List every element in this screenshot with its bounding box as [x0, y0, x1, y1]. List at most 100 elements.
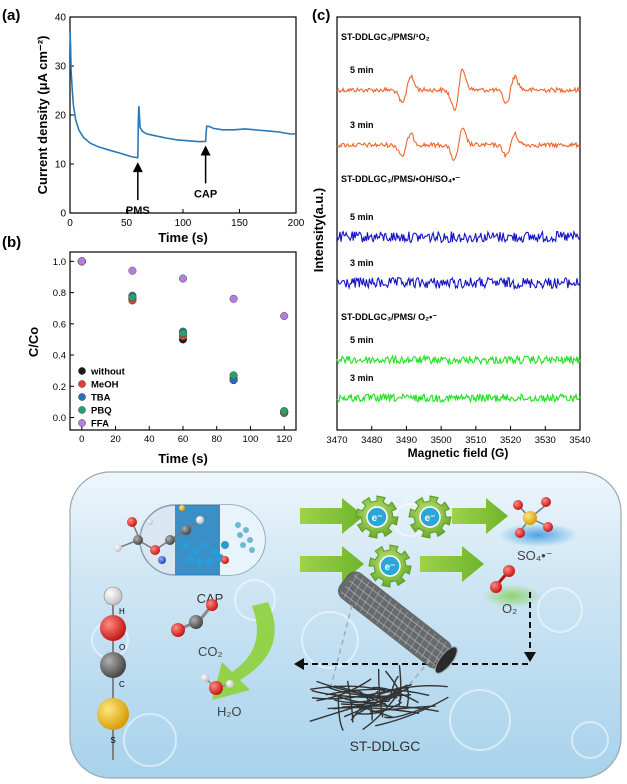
carbon-nanotube-icon	[337, 571, 458, 674]
atom-c-label: C	[119, 680, 125, 689]
epr-trace-line	[336, 353, 581, 366]
x-tick-label: 3510	[465, 435, 486, 446]
electron-flow-arrows	[300, 498, 508, 582]
arrow-right-icon	[452, 498, 508, 534]
legend-label: PBQ	[91, 406, 112, 417]
x-tick-label: 3500	[431, 435, 452, 446]
st-ddlgc-fiber-bundle-icon	[309, 665, 449, 731]
cap-capsule-icon	[114, 504, 266, 576]
arrow-up-icon	[132, 162, 143, 173]
arrow-down-icon	[524, 652, 536, 662]
epr-trace-label: 3 min	[350, 258, 374, 268]
x-tick-label: 150	[231, 218, 248, 229]
panel-a-annotations: PMS CAP	[126, 145, 217, 217]
arrow-right-icon	[300, 546, 364, 582]
sulfate-radical-icon	[513, 497, 553, 538]
lattice-line	[431, 642, 447, 667]
panel-b-legend: without MeOH TBA PBQ FFA	[78, 367, 126, 430]
fiber-strand	[327, 706, 420, 714]
arrow-up-icon	[200, 145, 211, 156]
x-tick-label: 100	[243, 434, 259, 445]
epr-trace-label: 5 min	[350, 335, 374, 345]
catalyst-label: ST-DDLGC	[350, 738, 421, 754]
lattice-line	[415, 629, 430, 655]
epr-group-title: ST-DDLGC₃/PMS/•OH/SO₄•⁻	[341, 174, 460, 184]
epr-trace-line	[336, 392, 581, 404]
legend-marker	[78, 380, 86, 388]
panel-c-ticks: 3470 3480 3490 3500 3510 3520 3530 3540	[326, 426, 591, 446]
legend-label: TBA	[91, 393, 111, 404]
panel-a-frame	[69, 16, 297, 214]
panel-b-degradation-chart: (b) 0 20 40 60 80 100 120 0.0 0.2 0.4 0.6 0.8 1.0 Ti…	[2, 234, 297, 466]
epr-group-title: ST-DDLGC₃/PMS/ O₂•⁻	[341, 312, 437, 322]
lattice-line	[360, 585, 375, 611]
fiber-strand	[384, 670, 402, 702]
data-point-pbq	[280, 407, 289, 416]
fiber-strand	[356, 701, 403, 715]
x-tick-label: 3480	[361, 435, 382, 446]
oxygen-atom-icon	[100, 615, 126, 641]
y-tick-label: 0.6	[53, 319, 66, 330]
carbon-atom-icon	[100, 652, 126, 678]
co2-molecule-icon	[171, 599, 218, 637]
data-point-ffa	[77, 257, 86, 266]
fiber-strand	[375, 696, 449, 727]
electron-icon	[366, 506, 388, 528]
fiber-strand	[309, 702, 368, 722]
y-tick-label: 20	[55, 111, 67, 122]
sulfur-atom-icon	[97, 698, 129, 730]
y-tick-label: 0	[60, 209, 66, 220]
y-tick-label: 30	[55, 62, 67, 73]
x-tick-label: 3490	[396, 435, 417, 446]
epr-trace-label: 3 min	[350, 120, 374, 130]
y-tick-label: 0.8	[53, 288, 66, 299]
data-point-ffa	[280, 312, 289, 321]
x-tick-label: 0	[67, 218, 73, 229]
lattice-line	[398, 616, 414, 642]
lattice-line	[343, 573, 359, 598]
arrow-right-icon	[300, 498, 364, 534]
panel-b-xlabel: Time (s)	[158, 451, 208, 466]
oxygen-molecule-icon	[490, 565, 515, 593]
y-tick-label: 0.0	[53, 413, 66, 424]
x-tick-label: 200	[288, 218, 305, 229]
panel-b-ylabel: C/Co	[26, 327, 41, 357]
annotation-label: PMS	[126, 205, 150, 217]
fiber-strand	[316, 678, 372, 702]
panel-c-frame	[336, 16, 581, 431]
x-tick-label: 80	[211, 434, 222, 445]
panel-a-label: (a)	[2, 7, 20, 24]
mechanism-schematic: H O C S	[69, 471, 622, 779]
x-tick-label: 100	[175, 218, 192, 229]
epr-group-title: ST-DDLGC₃/PMS/¹O₂	[341, 32, 430, 42]
x-tick-label: 3470	[326, 435, 347, 446]
lattice-line	[354, 581, 370, 607]
panel-c-epr-chart: (c) 3470 3480 3490 3500 3510 3520 3530 3540 Mag…	[311, 7, 591, 460]
fiber-strand	[384, 706, 427, 719]
data-point-pbq	[178, 329, 187, 338]
legend-marker	[78, 393, 86, 401]
panel-b-points	[77, 257, 289, 417]
legend-label: MeOH	[91, 380, 119, 391]
panel-a-ticks: 0 50 100 150 200 0 10 20 30 40	[55, 13, 305, 230]
legend-label: FFA	[91, 419, 109, 430]
data-point-ffa	[229, 294, 238, 303]
co2-label: CO₂	[198, 644, 223, 659]
lattice-line	[404, 620, 419, 646]
electron-icon	[419, 506, 441, 528]
water-molecule-icon	[201, 674, 234, 695]
data-point-pbq	[128, 293, 137, 302]
x-tick-label: 40	[144, 434, 155, 445]
lattice-line	[387, 607, 403, 633]
lattice-line	[371, 594, 386, 620]
lattice-line	[426, 637, 442, 663]
electron-label: e⁻	[385, 562, 396, 573]
electron-icon	[379, 555, 401, 577]
legend-marker	[78, 406, 86, 414]
panel-a-ylabel: Current density (μA cm⁻²)	[35, 36, 50, 195]
lattice-line	[382, 603, 397, 629]
x-tick-label: 3530	[535, 435, 556, 446]
epr-trace-label: 3 min	[350, 373, 374, 383]
lattice-line	[393, 611, 408, 637]
